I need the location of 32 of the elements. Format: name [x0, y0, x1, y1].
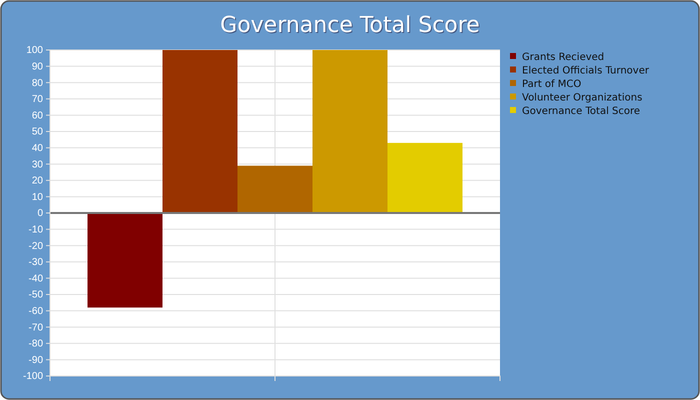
- legend-label: Governance Total Score: [522, 106, 640, 117]
- bar: [312, 50, 388, 213]
- y-tick-label: -50: [28, 290, 44, 301]
- y-tick-label: 30: [32, 159, 44, 170]
- bar: [88, 213, 162, 308]
- y-tick-label: -70: [28, 322, 44, 334]
- legend-label: Elected Officials Turnover: [522, 66, 650, 76]
- y-tick-label: 90: [32, 62, 44, 72]
- legend-label: Grants Recieved: [522, 52, 604, 63]
- legend-label: Part of MCO: [522, 79, 582, 90]
- y-tick-label: 50: [32, 126, 44, 138]
- y-tick-label: -60: [28, 306, 44, 317]
- y-tick-label: -30: [28, 257, 44, 268]
- legend-label: Volunteer Organizations: [522, 92, 642, 104]
- chart-title: Governance Total Score: [220, 13, 480, 38]
- y-tick-label: 100: [26, 45, 44, 56]
- y-tick-label: 40: [32, 143, 44, 154]
- y-tick-label: 10: [32, 192, 44, 203]
- y-tick-label: 80: [32, 78, 44, 89]
- y-tick-label: -100: [22, 371, 44, 382]
- y-tick-label: -10: [28, 224, 44, 236]
- y-tick-label: 70: [32, 94, 44, 106]
- y-tick-label: 0: [37, 208, 44, 220]
- y-tick-label: 20: [32, 176, 44, 187]
- bar: [238, 166, 312, 213]
- y-tick-label: 60: [32, 110, 44, 122]
- y-tick-label: -40: [28, 273, 44, 284]
- y-tick-label: -80: [28, 338, 44, 350]
- bar: [162, 50, 238, 213]
- y-tick-label: -20: [28, 240, 44, 252]
- bar: [388, 142, 462, 213]
- y-tick-label: -90: [28, 354, 44, 366]
